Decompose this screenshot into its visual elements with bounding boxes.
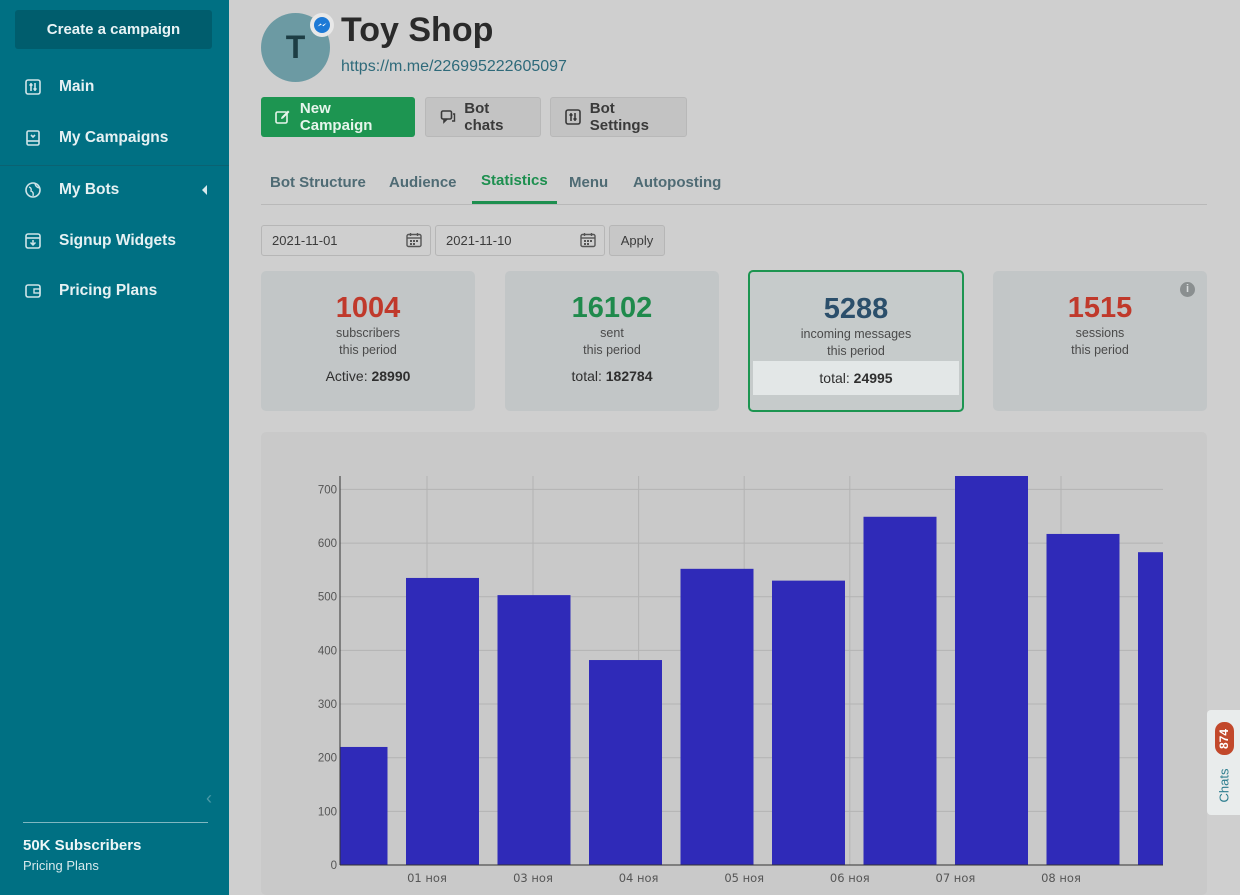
tab-autoposting[interactable]: Autoposting: [633, 173, 722, 191]
chart-bar: [680, 568, 754, 865]
x-tick-label: 04 ноя: [619, 871, 659, 885]
caret-left-icon[interactable]: [202, 185, 207, 195]
y-tick-label: 700: [318, 484, 337, 496]
sliders-icon: [565, 108, 582, 126]
chart-bar: [589, 660, 662, 865]
page-title: Toy Shop: [341, 11, 494, 49]
collapse-sidebar-icon[interactable]: ‹: [206, 788, 212, 808]
sidebar-item-label: Signup Widgets: [59, 232, 176, 249]
bot-link[interactable]: https://m.me/226995222605097: [341, 58, 567, 75]
stat-value: 5288: [823, 293, 889, 325]
stat-total: total: 182784: [571, 368, 653, 384]
chats-widget[interactable]: 874 Chats: [1207, 710, 1240, 815]
globe-icon: [24, 181, 42, 199]
bot-settings-button[interactable]: Bot Settings: [550, 97, 687, 137]
chart-bar: [1138, 552, 1163, 865]
x-tick-label: 05 ноя: [724, 871, 764, 885]
campaign-icon: [24, 129, 42, 147]
sidebar: Create a campaign Main My Campaigns My B…: [0, 0, 229, 895]
stat-card-incoming-messages[interactable]: 5288 incoming messages this period total…: [748, 270, 964, 412]
x-tick-label: 03 ноя: [513, 871, 553, 885]
y-tick-label: 0: [331, 860, 337, 872]
chart-bar: [1046, 533, 1120, 865]
chats-label: Chats: [1216, 768, 1232, 802]
widget-icon: [24, 232, 42, 250]
sliders-icon: [24, 78, 42, 96]
info-icon[interactable]: i: [1180, 282, 1195, 297]
stat-value: 1004: [335, 292, 401, 324]
tab-audience[interactable]: Audience: [389, 173, 457, 191]
sidebar-item-signup-widgets[interactable]: Signup Widgets: [0, 216, 229, 266]
edit-icon: [275, 108, 292, 126]
tab-menu[interactable]: Menu: [569, 173, 609, 191]
sidebar-item-pricing-plans[interactable]: Pricing Plans: [0, 266, 229, 316]
chart-bar: [406, 577, 479, 865]
stat-label: subscribers: [336, 326, 400, 340]
chart-bar: [772, 580, 845, 865]
chats-count-badge: 874: [1215, 722, 1234, 755]
stat-total: Active: 28990: [325, 368, 411, 384]
x-tick-label: 06 ноя: [830, 871, 870, 885]
sidebar-divider: [0, 165, 229, 166]
current-plan-link[interactable]: Pricing Plans: [23, 858, 99, 873]
bot-chats-button[interactable]: Bot chats: [425, 97, 541, 137]
stat-value: 1515: [1067, 292, 1133, 324]
stat-card-sent[interactable]: 16102 sent this period total: 182784: [505, 271, 719, 411]
sidebar-footer-divider: [23, 822, 208, 823]
tab-statistics[interactable]: Statistics: [472, 160, 557, 204]
y-tick-label: 300: [318, 699, 337, 711]
y-tick-label: 100: [318, 806, 337, 818]
bar-chart: 0 100 200 300 400 500 600 700 01 ноя 03 ноя 04 ноя…: [318, 476, 1163, 885]
stat-card-subscribers[interactable]: 1004 subscribers this period Active: 289…: [261, 271, 475, 411]
tab-bot-structure[interactable]: Bot Structure: [270, 173, 366, 191]
stat-label: incoming messages: [800, 327, 912, 341]
chart-bar: [497, 595, 571, 865]
x-tick-label: 07 ноя: [936, 871, 976, 885]
stat-period: this period: [1071, 343, 1129, 357]
stat-value: 16102: [571, 292, 653, 324]
create-campaign-button[interactable]: Create a campaign: [15, 10, 212, 49]
stat-period: this period: [339, 343, 397, 357]
messenger-icon: [310, 13, 334, 37]
stat-period: this period: [583, 343, 641, 357]
sidebar-item-main[interactable]: Main: [0, 62, 229, 112]
y-tick-label: 400: [318, 645, 337, 657]
chat-icon: [440, 108, 456, 126]
statistics-chart: 0 100 200 300 400 500 600 700 01 ноя 03 ноя 04 ноя…: [261, 432, 1207, 895]
bot-tabs: Bot Structure Audience Statistics Menu A…: [261, 160, 1207, 205]
y-tick-label: 600: [318, 538, 337, 550]
stat-label: sessions: [1075, 326, 1125, 340]
chart-bar: [863, 516, 937, 865]
chart-bar: [340, 746, 388, 865]
calendar-icon[interactable]: [580, 232, 596, 248]
sidebar-item-label: Pricing Plans: [59, 282, 158, 299]
y-tick-label: 200: [318, 753, 337, 765]
x-tick-label: 01 ноя: [407, 871, 447, 885]
apply-button[interactable]: Apply: [609, 225, 665, 256]
new-campaign-button[interactable]: New Campaign: [261, 97, 415, 137]
stat-label: sent: [600, 326, 624, 340]
sidebar-item-label: My Bots: [59, 181, 120, 198]
stat-card-sessions[interactable]: i 1515 sessions this period: [993, 271, 1207, 411]
date-from-input[interactable]: 2021-11-01: [261, 225, 431, 256]
current-plan-title: 50K Subscribers: [23, 837, 142, 854]
chart-bar: [955, 476, 1028, 865]
calendar-icon[interactable]: [406, 232, 422, 248]
sidebar-item-label: My Campaigns: [59, 129, 169, 146]
y-tick-label: 500: [318, 592, 337, 604]
x-tick-label: 08 ноя: [1041, 871, 1081, 885]
date-to-input[interactable]: 2021-11-10: [435, 225, 605, 256]
stat-period: this period: [827, 344, 885, 358]
stat-total: total: 24995: [753, 361, 959, 395]
sidebar-item-my-bots[interactable]: My Bots: [0, 165, 229, 215]
wallet-icon: [24, 282, 42, 300]
bot-avatar: T: [261, 13, 330, 82]
sidebar-item-label: Main: [59, 78, 95, 95]
sidebar-item-my-campaigns[interactable]: My Campaigns: [0, 113, 229, 163]
